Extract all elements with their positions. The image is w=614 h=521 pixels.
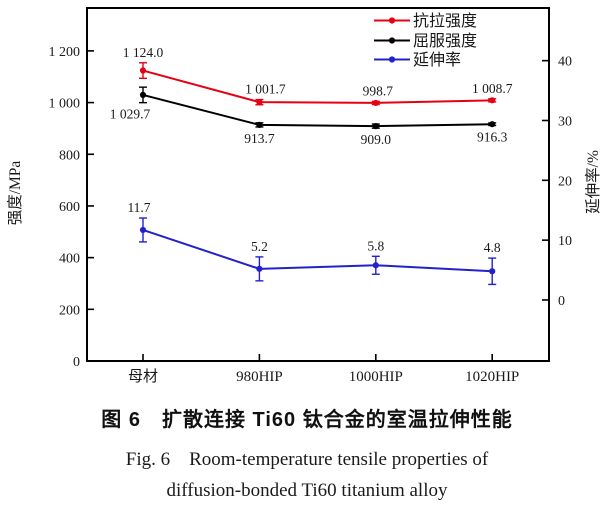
data-point [139, 91, 147, 99]
figure-caption-zh: 图 6 扩散连接 Ti60 钛合金的室温拉伸性能 [101, 409, 513, 431]
left-axis-tick-label: 0 [73, 355, 80, 370]
point-label: 5.8 [367, 238, 384, 253]
category-label: 980HIP [236, 369, 283, 385]
left-axis-tick-label: 600 [59, 200, 80, 215]
data-point [372, 99, 379, 107]
right-axis-tick-label: 40 [558, 55, 572, 70]
point-label: 1 001.7 [245, 82, 286, 97]
data-point [139, 226, 147, 234]
figure-caption-en-line2: diffusion-bonded Ti60 titanium alloy [166, 480, 448, 501]
point-label: 4.8 [484, 240, 501, 255]
data-point [372, 122, 379, 130]
series-line-0 [142, 69, 493, 104]
point-label: 1 124.0 [123, 45, 164, 60]
right-axis-tick-label: 20 [558, 174, 572, 189]
data-point [489, 97, 496, 104]
category-label: 1020HIP [465, 369, 519, 385]
left-axis-tick-label: 1 000 [49, 97, 81, 112]
point-label: 11.7 [127, 200, 150, 215]
legend-marker [388, 56, 396, 63]
left-axis-title: 强度/MPa [6, 161, 24, 226]
data-point [489, 121, 496, 128]
plot-frame [86, 7, 550, 362]
left-axis-tick-label: 1 200 [49, 45, 81, 60]
left-axis-tick-label: 800 [59, 148, 80, 163]
legend-entry: 屈服强度 [374, 32, 477, 50]
data-point [372, 262, 379, 269]
point-label: 909.0 [361, 132, 392, 147]
tensile-properties-chart: 0 200 400 600 800 1 000 1 200 0 10 20 30 40 母材 980HIP… [6, 7, 602, 385]
left-axis-tick-label: 200 [59, 303, 80, 318]
figure-caption-en-line1: Fig. 6 Room-temperature tensile properti… [125, 449, 489, 470]
category-label: 母材 [128, 368, 158, 385]
right-axis-tick-label: 0 [558, 294, 565, 309]
legend-entry: 抗拉强度 [374, 12, 477, 30]
legend-marker [388, 37, 396, 44]
category-label: 1000HIP [349, 369, 403, 385]
left-axis-tick-label: 400 [59, 252, 80, 267]
legend-label: 抗拉强度 [413, 12, 477, 30]
legend-label: 延伸率 [413, 51, 461, 69]
right-axis-title: 延伸率/% [584, 150, 602, 214]
right-axis-tick-label: 30 [558, 114, 572, 129]
point-label: 913.7 [244, 131, 275, 146]
data-point [139, 67, 147, 74]
figure-caption: 图 6 扩散连接 Ti60 钛合金的室温拉伸性能 Fig. 6 Room-tem… [0, 403, 614, 502]
series-line-1 [142, 93, 493, 128]
series-line-2 [142, 229, 493, 273]
point-label: 5.2 [251, 239, 268, 254]
legend-marker [388, 17, 396, 24]
data-point [256, 99, 263, 106]
legend-label: 屈服强度 [413, 32, 477, 50]
point-label: 1 029.7 [110, 107, 151, 122]
data-point [256, 265, 263, 272]
right-axis-tick-label: 10 [558, 234, 572, 249]
point-label: 998.7 [363, 83, 394, 98]
point-label: 1 008.7 [472, 81, 513, 96]
legend-entry: 延伸率 [374, 51, 461, 69]
data-point [256, 121, 263, 128]
data-point [489, 268, 496, 275]
point-label: 916.3 [477, 130, 508, 145]
